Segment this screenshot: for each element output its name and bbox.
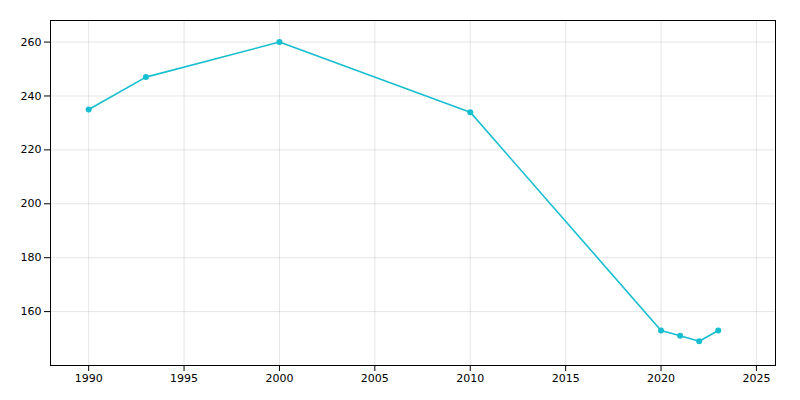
svg-text:240: 240 (21, 89, 42, 102)
svg-text:2010: 2010 (456, 372, 484, 385)
svg-text:260: 260 (21, 36, 42, 49)
svg-text:1990: 1990 (75, 372, 103, 385)
svg-text:160: 160 (21, 305, 42, 318)
svg-text:2025: 2025 (742, 372, 770, 385)
svg-text:200: 200 (21, 197, 42, 210)
svg-text:2020: 2020 (647, 372, 675, 385)
svg-text:1995: 1995 (170, 372, 198, 385)
svg-text:2015: 2015 (552, 372, 580, 385)
svg-text:2000: 2000 (265, 372, 293, 385)
svg-text:180: 180 (21, 251, 42, 264)
svg-text:220: 220 (21, 143, 42, 156)
svg-text:2005: 2005 (361, 372, 389, 385)
